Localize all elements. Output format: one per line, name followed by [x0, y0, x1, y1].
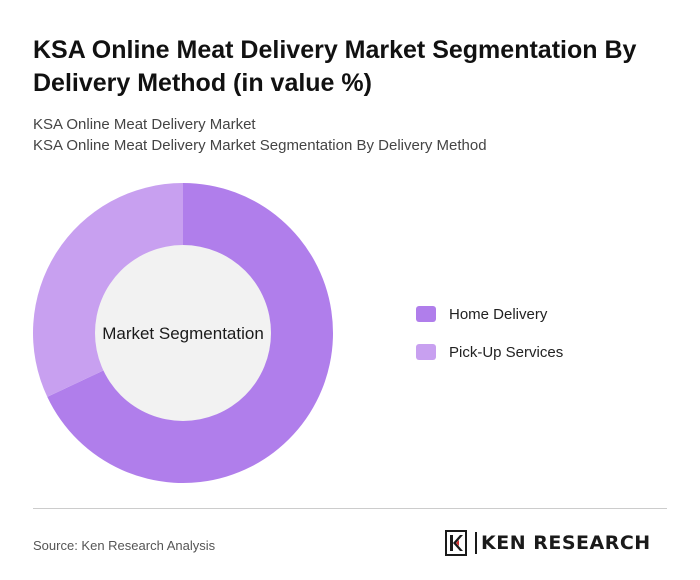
ken-research-logo-icon — [445, 530, 467, 556]
legend-item-home-delivery[interactable]: Home Delivery — [416, 304, 563, 324]
donut-center — [95, 245, 271, 421]
legend-item-pick-up-services[interactable]: Pick-Up Services — [416, 342, 563, 362]
chart-title: KSA Online Meat Delivery Market Segmenta… — [33, 36, 637, 97]
legend-label-home-delivery: Home Delivery — [449, 305, 548, 323]
donut-chart: Market Segmentation — [32, 183, 334, 484]
chart-subtitle: KSA Online Meat Delivery Market KSA Onli… — [33, 114, 487, 156]
legend-label-pick-up-services: Pick-Up Services — [449, 343, 564, 361]
legend-swatch-home-delivery — [416, 306, 436, 322]
logo-text: KEN RESEARCH — [481, 532, 651, 554]
footer-divider — [33, 508, 667, 509]
subtitle-line-2: KSA Online Meat Delivery Market Segmenta… — [33, 137, 487, 154]
ken-research-logo[interactable]: KEN RESEARCH — [445, 530, 651, 556]
logo-separator — [475, 532, 477, 554]
donut-center-label: Market Segmentation — [102, 324, 264, 343]
source-note: Source: Ken Research Analysis — [33, 538, 216, 553]
legend-swatch-pick-up-services — [416, 344, 436, 360]
subtitle-line-1: KSA Online Meat Delivery Market — [33, 116, 256, 133]
chart-legend: Home Delivery Pick-Up Services — [416, 304, 563, 380]
